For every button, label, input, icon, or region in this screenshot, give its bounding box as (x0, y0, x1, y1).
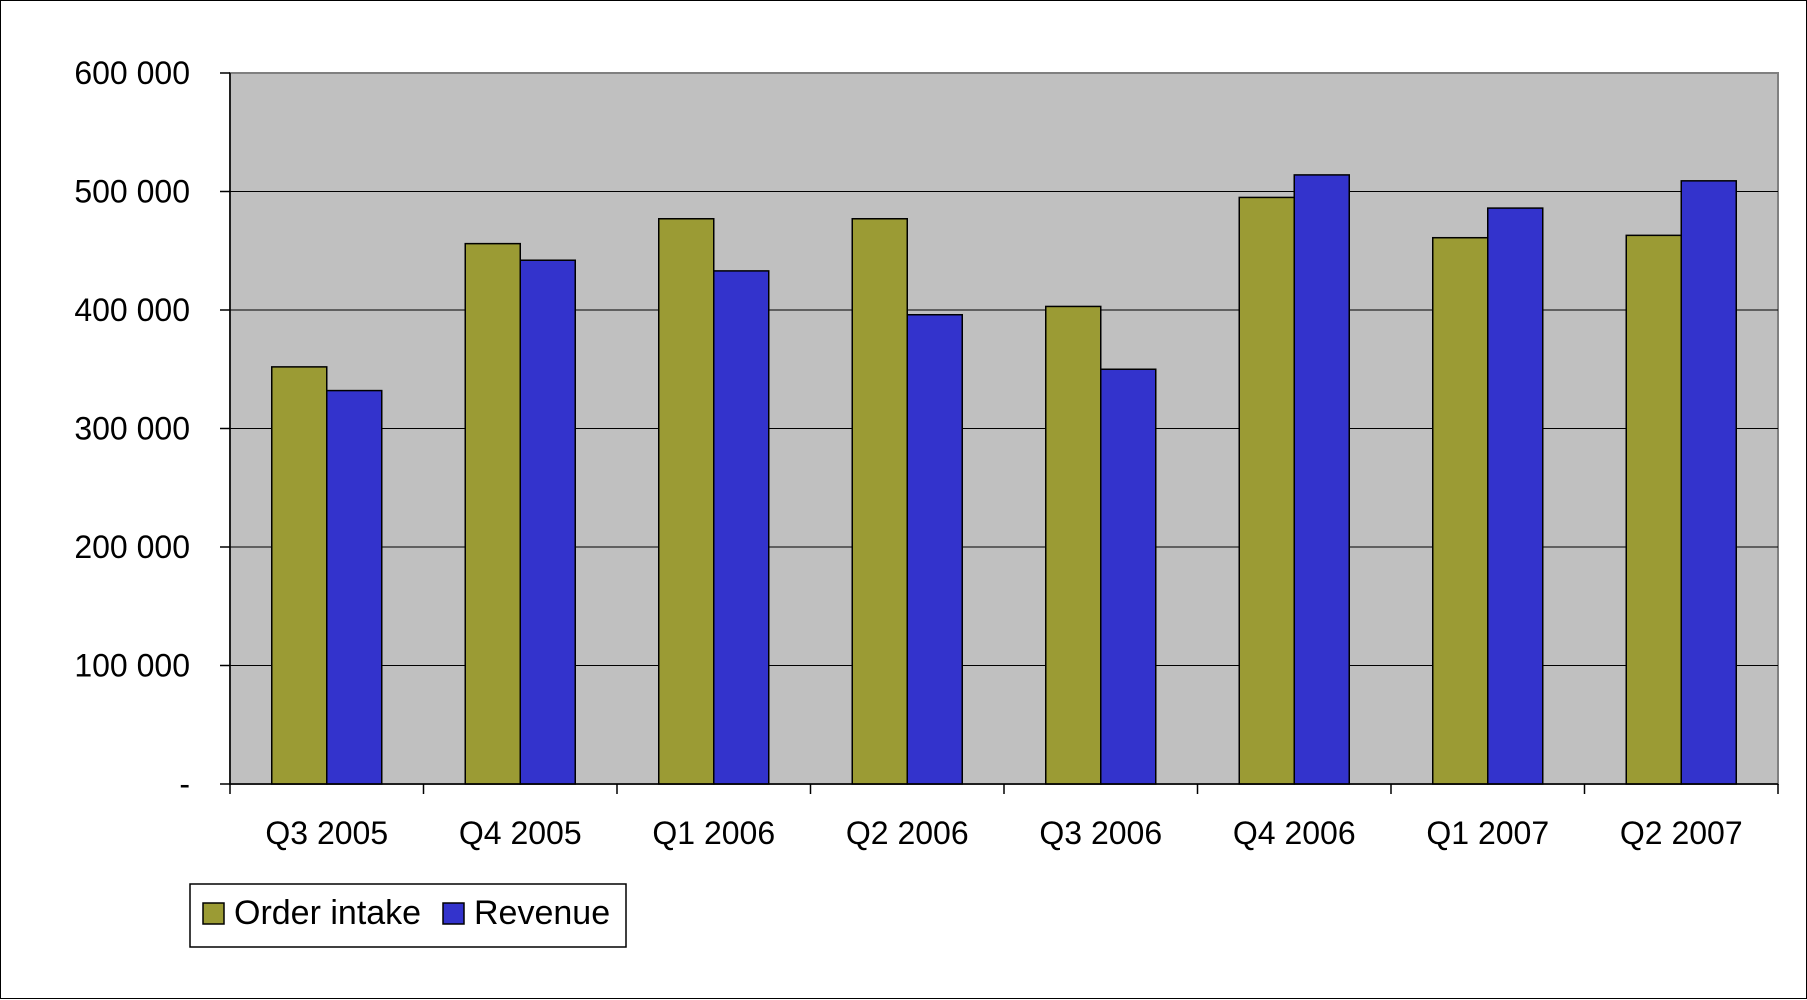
bar-revenue (1100, 368, 1157, 785)
bar-order-intake (1238, 196, 1295, 785)
x-tick-label: Q1 2006 (652, 815, 775, 851)
legend-swatch-revenue (442, 902, 465, 925)
bar-revenue (326, 389, 383, 785)
bar-revenue (713, 270, 770, 785)
bar-order-intake (1045, 305, 1102, 785)
y-tick-labels: - 100 000 200 000 300 000 400 000 500 000 600 … (74, 55, 190, 802)
axes (220, 72, 1779, 794)
bar-revenue (1680, 180, 1737, 785)
bar-revenue (519, 259, 576, 785)
x-tick-label: Q2 2007 (1620, 815, 1743, 851)
bar-order-intake (658, 218, 715, 785)
x-tick-label: Q3 2005 (265, 815, 388, 851)
x-tick-label: Q3 2006 (1039, 815, 1162, 851)
y-tick-label: 100 000 (74, 648, 190, 684)
bar-order-intake (464, 242, 521, 785)
legend-box (189, 883, 627, 948)
x-tick-label: Q2 2006 (846, 815, 969, 851)
x-tick-label: Q1 2007 (1426, 815, 1549, 851)
bar-order-intake (851, 218, 908, 785)
legend: Order intake Revenue (189, 883, 627, 948)
bar-revenue (1293, 174, 1350, 785)
y-tick-label: 200 000 (74, 529, 190, 565)
legend-label-order-intake: Order intake (234, 894, 421, 932)
legend-label-revenue: Revenue (474, 894, 610, 932)
y-tick-label: 300 000 (74, 411, 190, 447)
bars (271, 174, 1737, 785)
y-tick-label: 600 000 (74, 55, 190, 91)
bar-order-intake (1432, 236, 1489, 785)
bar-order-intake (271, 366, 328, 785)
x-tick-label: Q4 2006 (1233, 815, 1356, 851)
y-tick-label: - (179, 766, 190, 802)
y-tick-label: 500 000 (74, 174, 190, 210)
bar-revenue (906, 313, 963, 785)
bar-order-intake (1625, 234, 1682, 785)
x-tick-labels: Q3 2005 Q4 2005 Q1 2006 Q2 2006 Q3 2006 Q4 20… (265, 815, 1742, 851)
y-tick-label: 400 000 (74, 292, 190, 328)
legend-swatch-order-intake (202, 902, 225, 925)
x-tick-label: Q4 2005 (459, 815, 582, 851)
bar-revenue (1487, 207, 1544, 785)
